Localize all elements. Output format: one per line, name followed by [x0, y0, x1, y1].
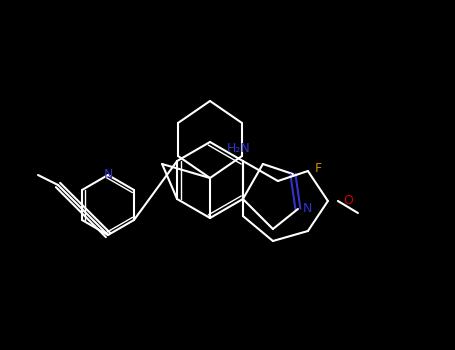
Text: N: N	[303, 203, 312, 216]
Text: F: F	[315, 162, 322, 175]
Text: O: O	[343, 195, 353, 208]
Text: H₂N: H₂N	[227, 142, 251, 155]
Text: N: N	[103, 168, 113, 182]
